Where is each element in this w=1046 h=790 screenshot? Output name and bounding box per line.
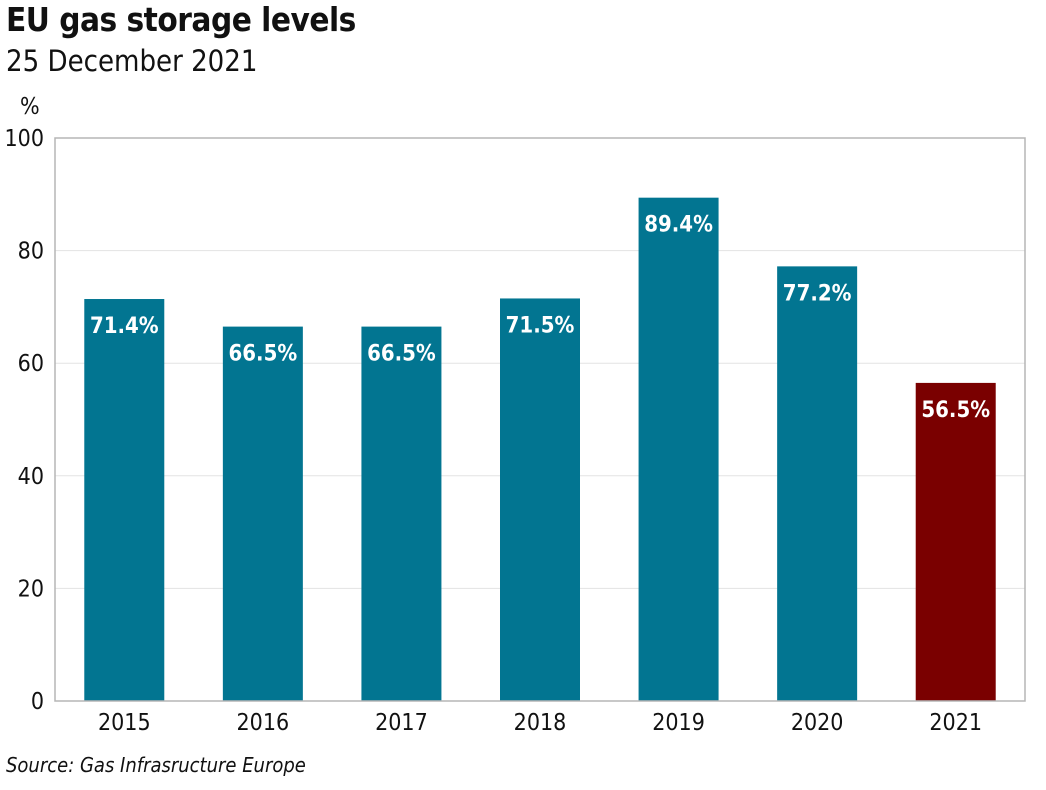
bar-2019 [638,197,719,702]
y-tick-label: 60 [18,351,44,377]
y-tick-label: 0 [31,689,44,715]
y-tick-label: 100 [5,126,45,152]
bar-data-labels: 71.4% 66.5% 66.5% 71.5% 89.4% 77.2% 56.5% [90,213,990,423]
y-tick-label: 40 [18,464,44,490]
bar-2016 [222,326,303,701]
bar-data-label: 89.4% [644,213,713,238]
bar-2015 [84,299,165,701]
y-tick-label: 80 [18,239,44,265]
bar-data-label: 66.5% [367,342,436,367]
bar-data-label: 56.5% [921,398,990,423]
chart-subtitle: 25 December 2021 [6,44,258,78]
x-axis-ticks: 2015 2016 2017 2018 2019 2020 2021 [98,710,982,736]
bar-data-label: 71.4% [90,314,159,339]
y-tick-label: 20 [18,576,44,602]
x-tick-label: 2020 [791,710,844,736]
bar-2020 [777,266,858,701]
bars [84,197,996,702]
x-tick-label: 2018 [514,710,567,736]
x-tick-label: 2016 [237,710,290,736]
bar-data-label: 71.5% [506,313,575,338]
x-tick-label: 2015 [98,710,151,736]
source-note: Source: Gas Infrasructure Europe [6,753,306,777]
y-axis-unit-label: % [20,94,40,120]
bar-2018 [500,298,580,701]
plot-frame [54,137,1026,702]
bar-data-label: 66.5% [229,342,298,367]
bar-2021 [915,382,996,701]
bar-2017 [361,326,442,701]
x-tick-label: 2021 [929,710,982,736]
x-tick-label: 2017 [375,710,428,736]
bar-data-label: 77.2% [783,281,852,306]
x-tick-label: 2019 [652,710,705,736]
y-axis-ticks: 0 20 40 60 80 100 [5,126,45,715]
chart-title: EU gas storage levels [6,0,356,39]
